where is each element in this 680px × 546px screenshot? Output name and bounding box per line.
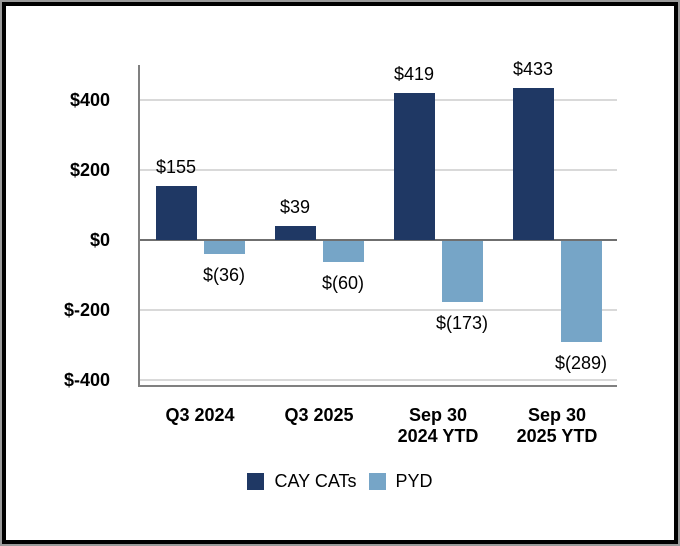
x-axis-category-label: Sep 30 2025 YTD <box>516 405 598 446</box>
bar-cay-cats <box>393 93 435 240</box>
y-axis-tick-label: $-400 <box>63 370 110 390</box>
bar-cay-cats <box>155 186 197 240</box>
data-label-pyd: $(60) <box>321 273 365 293</box>
bar-cay-cats <box>512 88 554 240</box>
x-axis-category-label: Q3 2025 <box>284 405 354 425</box>
bar-pyd <box>560 241 602 342</box>
data-label-cay-cats: $39 <box>279 197 311 217</box>
legend-entry: CAY CATs <box>247 471 357 491</box>
data-label-cay-cats: $433 <box>512 59 554 79</box>
legend-swatch-icon <box>368 472 386 490</box>
y-axis-tick-label: $-200 <box>63 300 110 320</box>
gridline-200 <box>139 169 617 171</box>
legend-label: CAY CATs <box>274 471 357 491</box>
bar-pyd <box>203 241 245 254</box>
data-label-cay-cats: $155 <box>155 157 197 177</box>
data-label-pyd: $(36) <box>202 265 246 285</box>
y-axis-tick-label: $400 <box>69 90 110 110</box>
data-label-cay-cats: $419 <box>393 64 435 84</box>
gridline-400 <box>139 99 617 101</box>
legend-entry: PYD <box>368 471 433 491</box>
x-axis-zero-line <box>139 239 617 241</box>
gridline--200 <box>139 309 617 311</box>
y-axis-line <box>138 65 140 387</box>
y-axis-tick-label: $200 <box>69 160 110 180</box>
data-label-pyd: $(289) <box>554 353 608 373</box>
bar-pyd <box>441 241 483 302</box>
gridline--400 <box>139 379 617 381</box>
bar-pyd <box>322 241 364 262</box>
data-label-pyd: $(173) <box>435 313 489 333</box>
plot-area-bottom-border <box>139 385 617 387</box>
x-axis-category-label: Q3 2024 <box>165 405 235 425</box>
bar-cay-cats <box>274 226 316 240</box>
chart-legend: CAY CATs PYD <box>0 470 680 492</box>
legend-swatch-icon <box>247 472 265 490</box>
x-axis-category-label: Sep 30 2024 YTD <box>397 405 479 446</box>
y-axis-tick-label: $0 <box>89 230 110 250</box>
legend-label: PYD <box>395 471 433 491</box>
